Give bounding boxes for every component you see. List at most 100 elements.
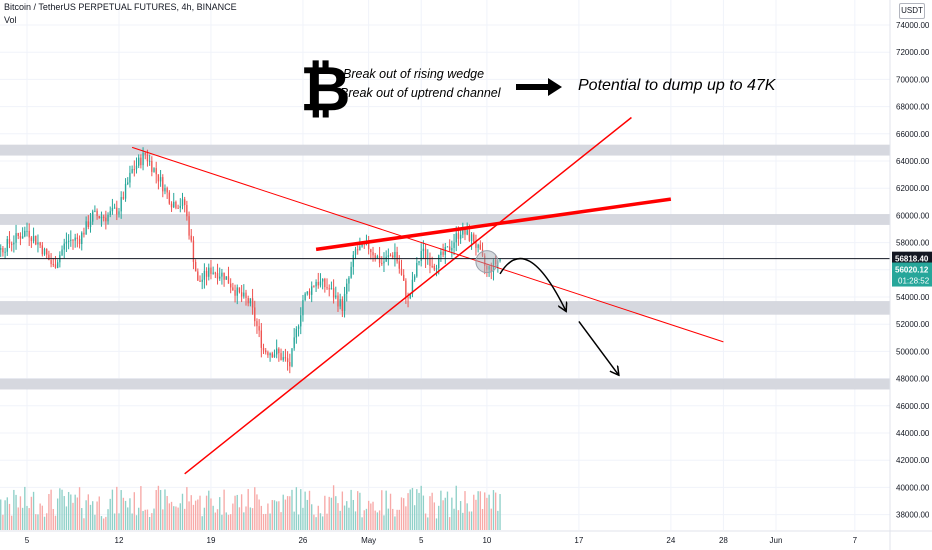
volume-bar (107, 509, 109, 530)
volume-bar (67, 491, 70, 530)
volume-bar (497, 510, 499, 530)
volume-bar (100, 516, 103, 530)
volume-bar (295, 487, 298, 530)
candle-body (267, 352, 269, 356)
volume-bar (89, 504, 92, 530)
price-tick-label: 52000.00 (896, 320, 930, 329)
countdown-label: 01:28:52 (898, 277, 930, 286)
candle-body (199, 280, 201, 282)
candle-body (348, 277, 350, 284)
candle-body (247, 298, 249, 304)
candle-body (271, 353, 273, 358)
candle-body (300, 315, 302, 327)
candle-body (61, 249, 63, 255)
volume-bar (98, 496, 100, 530)
candle-body (422, 248, 425, 252)
candle-body (311, 286, 313, 295)
candle-body (142, 153, 144, 166)
candle-body (234, 290, 236, 296)
candle-body (238, 287, 241, 293)
candle-body (168, 192, 171, 204)
volume-bar (429, 496, 431, 530)
candle-body (409, 293, 411, 299)
candle-body (378, 256, 381, 264)
candle-body (466, 230, 468, 235)
candle-body (186, 204, 188, 217)
last-price-label: 56818.40 (895, 255, 929, 264)
volume-bar (381, 490, 383, 530)
volume-bar (343, 505, 346, 530)
volume-bar (219, 497, 221, 530)
wedge-resistance-line (315, 197, 672, 252)
breakdown-marker (475, 250, 499, 274)
candle-body (245, 292, 247, 299)
volume-bar (484, 492, 486, 530)
bitcoin-logo-icon: ₿ (300, 52, 351, 125)
volume-bar (225, 512, 227, 530)
candle-body (295, 328, 298, 338)
candle-body (367, 241, 370, 250)
volume-bar (76, 497, 79, 530)
volume-bar (348, 507, 350, 530)
candle-body (179, 205, 181, 208)
volume-bar (65, 506, 68, 530)
volume-bar (481, 508, 484, 530)
candle-body (403, 274, 405, 281)
candle-body (201, 279, 203, 282)
volume-bar (13, 489, 15, 530)
candle-body (286, 358, 289, 363)
volume-bar (131, 513, 133, 530)
volume-bar (284, 499, 287, 530)
candle-body (52, 264, 54, 266)
volume-bar (413, 505, 416, 530)
candle-body (284, 357, 287, 359)
candle-body (188, 216, 190, 236)
volume-bar (236, 494, 238, 530)
candle-body (210, 267, 212, 274)
candle-body (258, 326, 260, 331)
volume-bar (389, 493, 392, 530)
candle-body (127, 182, 129, 184)
candle-body (297, 326, 300, 329)
price-tick-label: 40000.00 (896, 483, 930, 492)
currency-badge[interactable]: USDT (899, 3, 925, 19)
candle-body (269, 353, 271, 356)
volume-bar (0, 499, 2, 530)
volume-bar (258, 499, 260, 530)
candle-body (6, 239, 8, 252)
candle-body (337, 295, 339, 307)
price-tick-label: 72000.00 (896, 48, 930, 57)
volume-bar (37, 514, 39, 530)
volume-bar (210, 498, 212, 530)
volume-bar (462, 512, 464, 530)
candle-body (216, 273, 219, 279)
time-tick-label: 12 (115, 536, 124, 545)
candle-body (76, 237, 79, 239)
candle-body (490, 266, 492, 272)
candle-body (343, 293, 346, 311)
volume-bar (54, 515, 57, 530)
volume-bar (140, 486, 142, 530)
volume-bar (212, 505, 214, 530)
volume-bar (317, 505, 319, 530)
volume-bar (440, 490, 442, 530)
candle-body (291, 348, 293, 367)
candle-body (357, 249, 359, 251)
candle-body (133, 169, 135, 171)
candle-body (13, 242, 15, 245)
volume-bar (8, 503, 11, 530)
candle-body (451, 247, 453, 251)
candle-body (396, 251, 398, 262)
candle-body (155, 168, 157, 175)
volume-bar (192, 504, 195, 530)
candle-body (413, 276, 416, 280)
volume-bar (354, 511, 357, 530)
volume-bar (138, 507, 140, 530)
volume-bar (32, 491, 35, 530)
time-tick-label: May (361, 536, 376, 545)
candle-body (232, 287, 234, 291)
candle-body (162, 177, 164, 192)
candle-body (321, 278, 324, 282)
candle-body (4, 251, 6, 253)
